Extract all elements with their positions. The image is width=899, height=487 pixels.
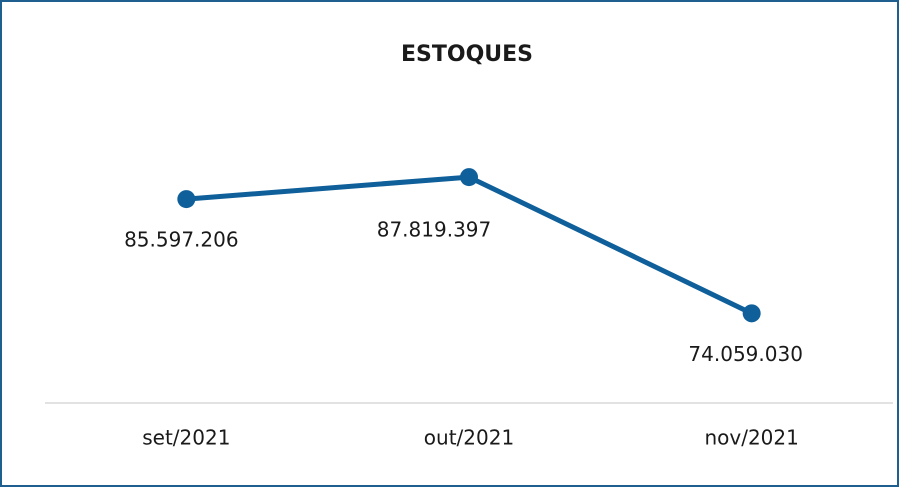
- data-point: [177, 190, 196, 209]
- chart-title: ESTOQUES: [401, 42, 533, 67]
- data-label: 74.059.030: [688, 342, 803, 366]
- data-label: 85.597.206: [124, 228, 239, 252]
- data-label: 87.819.397: [377, 218, 492, 242]
- data-point: [742, 304, 761, 323]
- x-tick-label: set/2021: [142, 426, 230, 450]
- x-tick-label: out/2021: [424, 426, 514, 450]
- data-point: [460, 168, 478, 187]
- x-tick-label: nov/2021: [704, 426, 798, 450]
